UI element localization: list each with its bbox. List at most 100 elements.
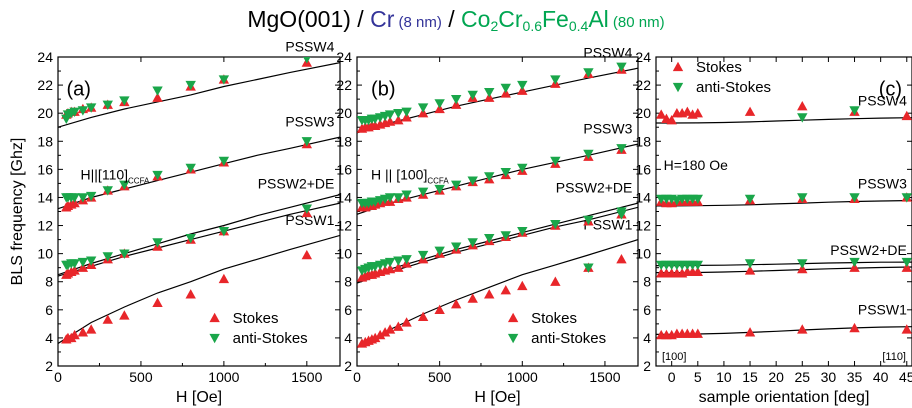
panel-b-antistokes-point xyxy=(450,94,462,105)
panel-a-fit-label: PSSW2+DE xyxy=(258,175,335,191)
panel-b-antistokes-point xyxy=(583,149,594,160)
panel-c-antistokes-point xyxy=(744,259,756,269)
panel-c-ytick-label: 20 xyxy=(635,105,651,121)
panel-b-stokes-point xyxy=(517,280,528,291)
panel-c-ytick-label: 10 xyxy=(635,246,651,262)
panel-b-stokes-point xyxy=(379,327,391,337)
panel-a-antistokes-point xyxy=(185,80,196,91)
panel-c-xtick-label: 30 xyxy=(821,369,837,385)
panel-b-legend-stokes: Stokes xyxy=(531,310,577,327)
panel-a-antistokes-point xyxy=(85,103,97,113)
panel-a-stokes-point xyxy=(77,327,89,337)
panel-c-ytick-label: 24 xyxy=(635,49,651,65)
panel-a-ytick-label: 6 xyxy=(45,302,53,318)
panel-b-fit-label: PSSW3 xyxy=(583,120,632,136)
panel-c-antistokes-point xyxy=(744,194,756,205)
panel-b-stokes-point xyxy=(467,293,478,303)
panel-a-xtick-label: 500 xyxy=(129,369,153,385)
panel-b-legend-antistokes-marker xyxy=(507,333,519,344)
panel-b-antistokes-point xyxy=(517,227,528,237)
panel-a-antistokes-point xyxy=(185,234,196,244)
panel-a-label: (a) xyxy=(66,79,90,101)
panel-a-ytick-label: 14 xyxy=(37,189,53,205)
panel-a-ytick-label: 2 xyxy=(45,358,53,374)
panel-b-ytick-label: 22 xyxy=(336,77,352,93)
panel-b-antistokes-point xyxy=(401,255,412,265)
panel-a-antistokes-point xyxy=(85,256,97,266)
panel-c-stokes-point xyxy=(901,110,912,121)
panel-b-antistokes-point xyxy=(450,180,462,191)
panel-c-antistokes-point xyxy=(797,113,808,123)
panel-c-xtick-label: 5 xyxy=(694,369,702,385)
panel-c-ytick-label: 22 xyxy=(635,77,651,93)
panel-b-antistokes-point xyxy=(401,190,412,200)
panel-b-antistokes-point xyxy=(616,144,627,154)
panel-c-ytick-label: 6 xyxy=(643,302,651,318)
panel-b-antistokes-point xyxy=(393,109,404,119)
panel-b-field-label-sub: CCFA xyxy=(427,176,449,185)
panel-a-antistokes-point xyxy=(85,191,97,202)
panel-a-antistokes-point xyxy=(218,75,230,85)
panel-a-stokes-point xyxy=(152,92,163,102)
panel-b-stokes-point xyxy=(384,116,396,126)
panel-c-stokes-point xyxy=(692,107,703,118)
panel-b-fit-curve xyxy=(357,239,638,349)
panel-b-ytick-label: 24 xyxy=(336,49,352,65)
panel-b-antistokes-point xyxy=(417,187,429,198)
panel-a-field-label-sub: CCFA xyxy=(128,176,150,185)
panel-b-antistokes-point xyxy=(500,168,511,178)
panel-a-antistokes-point xyxy=(119,96,130,106)
panel-b-antistokes-point xyxy=(484,87,495,98)
panel-b-ytick-label: 18 xyxy=(336,133,352,149)
panel-b-ytick-label: 14 xyxy=(336,189,352,205)
panel-b-ytick-label: 16 xyxy=(336,161,352,177)
panel-a-stokes-point xyxy=(119,310,130,320)
panel-b-antistokes-point xyxy=(417,250,429,261)
panel-b-stokes-point xyxy=(484,289,495,299)
panel-b-xtick-label: 1500 xyxy=(589,369,620,385)
panel-b-stokes-point xyxy=(616,254,627,264)
panel-b-ytick-label: 6 xyxy=(344,302,352,318)
panel-a-antistokes-point xyxy=(301,204,313,214)
panel-c-fit-label: PSSW2+DE xyxy=(830,242,907,258)
panel-c-fit-label: PSSW4 xyxy=(858,93,907,109)
panel-a-xlabel: H [Oe] xyxy=(176,389,222,406)
panel-a-stokes-point xyxy=(69,265,80,275)
panel-b-stokes-point xyxy=(434,304,445,314)
panel-b-stokes-point xyxy=(550,276,561,286)
panel-c-legend-stokes-marker xyxy=(672,61,684,72)
panel-a-antistokes-point xyxy=(102,186,113,196)
panel-c-stokes-point xyxy=(744,327,756,337)
panel-c-xtick-label: 0 xyxy=(668,369,676,385)
panel-b-fit-label: PSSW4 xyxy=(583,44,632,60)
panel-b-antistokes-point xyxy=(384,193,396,203)
panel-c-stokes-point xyxy=(656,109,667,119)
panel-c-ytick-label: 12 xyxy=(635,218,651,234)
panel-c-stokes-point xyxy=(744,265,756,275)
panel-c-stokes-point xyxy=(797,100,808,111)
panel-a-antistokes-point xyxy=(119,180,130,191)
panel-c-stokes-point xyxy=(692,266,703,277)
panel-a-stokes-point xyxy=(301,249,313,260)
panel-a-stokes-point xyxy=(218,273,230,284)
panel-b-antistokes-point xyxy=(484,172,495,182)
panel-a-fit-label: PSSW4 xyxy=(285,39,334,55)
panel-a-legend-antistokes-marker xyxy=(209,333,220,344)
panel-b-antistokes-point xyxy=(434,99,445,109)
panel-b-legend-antistokes: anti-Stokes xyxy=(531,330,606,347)
panel-a-fits xyxy=(58,62,340,345)
panel-a-antistokes-point xyxy=(303,57,311,64)
figure-title: MgO(001) / Cr (8 nm) / Co2Cr0.6Fe0.4Al (… xyxy=(0,6,912,33)
panel-c-xtick-label: 10 xyxy=(716,369,732,385)
panel-c-antistokes-point xyxy=(849,257,860,268)
panel-a-ytick-label: 8 xyxy=(45,274,53,290)
panel-c-antistokes-point xyxy=(692,194,703,205)
panel-c-antistokes-point xyxy=(692,260,703,271)
panel-a-ytick-label: 22 xyxy=(37,77,53,93)
panel-c-direction-right: [110] xyxy=(882,351,906,363)
title-separator: / xyxy=(441,6,462,32)
panel-a-field-label: H||[110]CCFA xyxy=(81,166,150,185)
panel-a-antistokes-point xyxy=(218,156,230,167)
panel-a-stokes-point xyxy=(69,329,80,340)
